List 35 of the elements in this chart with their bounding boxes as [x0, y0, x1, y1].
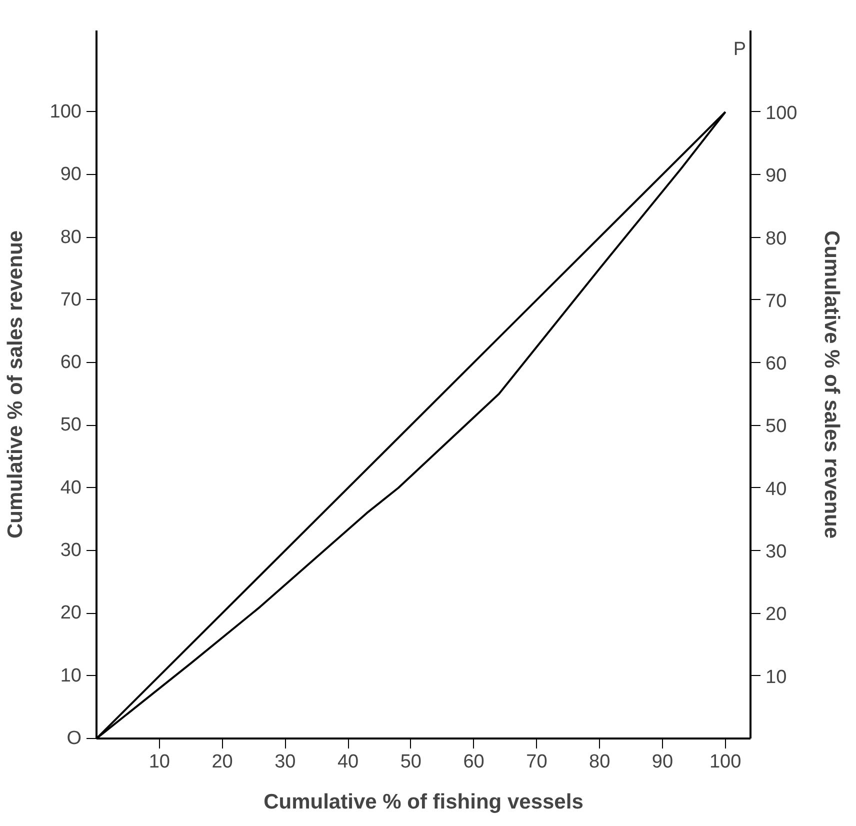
y-tick-label: 100: [50, 101, 82, 122]
x-tick-label: 30: [274, 752, 296, 772]
x-tick-label: 10: [148, 752, 170, 772]
y-tick-label: 10: [60, 665, 82, 686]
y-tick-label: 80: [60, 226, 82, 248]
y2-tick-label: 80: [766, 228, 787, 250]
y-tick-label: 90: [60, 164, 82, 186]
y2-tick-label: 50: [766, 416, 787, 438]
y-tick-label: 70: [60, 289, 82, 310]
x-tick-label: 80: [589, 752, 610, 772]
y-axis-title: Cumulative % of sales revenue: [4, 230, 27, 539]
y2-tick-label: 40: [766, 478, 787, 500]
y2-tick-label: 90: [766, 166, 787, 187]
y-tick-label: 20: [60, 602, 82, 624]
y2-tick-label: 10: [766, 666, 787, 688]
y2-axis-title: Cumulative % of sales revenue: [820, 230, 844, 539]
x-tick-label: 60: [463, 752, 484, 772]
y-tick-label: O: [66, 728, 82, 749]
y-tick-label: 60: [60, 352, 82, 374]
y2-tick-label: 20: [766, 604, 787, 626]
y-tick-label: 50: [60, 414, 82, 436]
x-tick-label: 50: [400, 752, 422, 772]
y2-tick-label: 100: [766, 102, 798, 124]
annotation: P: [733, 38, 746, 60]
x-tick-label: 40: [337, 752, 359, 772]
x-axis-title: Cumulative % of fishing vessels: [264, 790, 584, 814]
y-tick-label: 30: [60, 540, 82, 562]
x-tick-label: 20: [212, 752, 233, 772]
y2-tick-label: 60: [766, 354, 787, 375]
y2-tick-label: 30: [766, 542, 787, 563]
x-tick-label: 90: [652, 752, 674, 772]
x-tick-label: 100: [709, 752, 742, 772]
y2-tick-label: 70: [766, 290, 787, 312]
y-tick-label: 40: [60, 477, 82, 498]
x-tick-label: 70: [526, 752, 548, 772]
